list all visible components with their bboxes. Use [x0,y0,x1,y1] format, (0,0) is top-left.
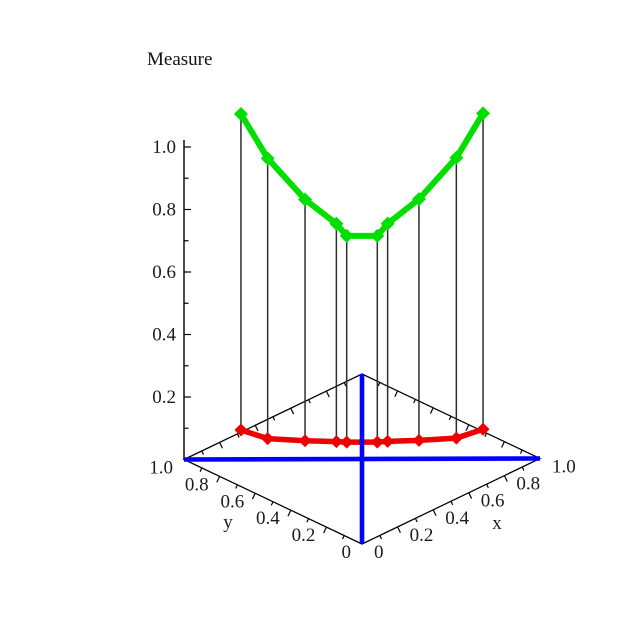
back-right-edge-tick [448,415,452,421]
y-tick-label: 0.4 [256,508,280,529]
y-axis-tick [306,518,310,523]
z-tick-label: 0.8 [152,200,176,221]
back-left-edge-tick [219,442,223,449]
upper-series-line [238,111,486,239]
x-tick-label: 0 [374,542,384,563]
base-diagonals [183,374,541,544]
x-axis-tick [450,500,454,506]
upper-series-marker [233,107,248,122]
back-left-edge-tick [290,407,295,415]
back-right-edge-tick [377,382,381,387]
lower-series-marker [381,434,395,448]
upper-series-marker [329,216,344,231]
back-right-edge-tick [501,441,505,448]
back-right-edge-tick [519,449,523,454]
back-left-edge-tick [308,399,311,404]
lower-series-marker [370,435,384,449]
back-right-edge-tick [394,390,399,398]
y-tick-label: 0.6 [220,491,244,512]
back-left-edge-tick [343,382,347,387]
upper-series [233,106,491,243]
x-axis-tick [486,483,489,489]
upper-series-marker [370,228,385,243]
z-tick-label: 0.2 [152,387,176,408]
upper-series-marker [449,150,464,165]
x-tick-label: 1.0 [552,457,576,478]
edge-ticks [199,382,525,540]
x-tick-label: 0.2 [410,525,434,546]
lower-series-marker [449,431,463,445]
lower-series-marker [340,435,354,449]
x-axis-tick [503,475,508,482]
x-axis-tick [379,535,383,540]
x-axis-tick [432,509,437,516]
y-tick-label: 0.2 [292,525,316,546]
upper-series-marker [411,192,426,207]
back-right-edge-tick [429,407,434,414]
lower-series-marker [412,433,426,447]
y-axis-tick [235,484,238,489]
y-axis-tick [341,535,345,540]
droplines [240,113,484,443]
z-axis [183,140,191,460]
y-tick-label: 1.0 [149,458,173,479]
back-right-edge-tick [413,399,416,404]
y-axis-tick [199,467,203,472]
z-tick-label: 0.6 [152,262,176,283]
y-axis-tick [323,526,327,534]
upper-series-marker [339,228,354,243]
upper-series-marker [260,151,275,166]
lower-series-marker [261,432,275,446]
upper-series-marker [380,216,395,231]
back-left-edge-tick [272,416,276,421]
plot-layers: 1.0 0.8 0.6 0.4 0.2 0 0.2 0.4 0.6 0.8 1.0 0 0.2 0.4 0.… [149,106,576,563]
x-axis-tick [468,492,473,499]
lower-series-marker [329,435,343,449]
back-right-edge-tick [465,424,470,431]
lower-series-marker [476,422,490,436]
y-tick-label: 0.8 [185,474,209,495]
z-tick-label: 1.0 [152,137,176,158]
x-tick-label: 0.6 [481,491,505,512]
lower-series-marker [298,434,312,448]
y-axis-tick [216,476,221,483]
back-left-edge-tick [325,390,330,398]
tick-labels: 1.0 0.8 0.6 0.4 0.2 0 0.2 0.4 0.6 0.8 1.0 0 0.2 0.4 0.… [149,137,576,563]
back-right-edge-tick [484,432,488,438]
x-axis-label: x [492,513,502,534]
back-left-edge-tick [201,450,205,455]
back-left-edge-tick [236,433,240,438]
y-axis-tick [270,501,274,506]
y-axis-label: y [223,512,233,533]
y-tick-label: 0 [342,542,352,563]
x-axis-tick [397,526,401,534]
lower-series-marker [234,423,248,437]
x-axis-tick [414,518,418,523]
upper-series-marker [298,192,313,207]
z-tick-label: 0.4 [152,325,176,346]
x-tick-label: 0.8 [516,474,540,495]
x-tick-label: 0.4 [445,508,469,529]
back-left-edge-tick [254,425,259,432]
z-axis-title: Measure [147,49,212,70]
y-axis-tick [251,493,256,500]
y-axis-tick [287,509,292,517]
x-axis-tick [521,466,525,471]
upper-series-marker [476,106,491,121]
